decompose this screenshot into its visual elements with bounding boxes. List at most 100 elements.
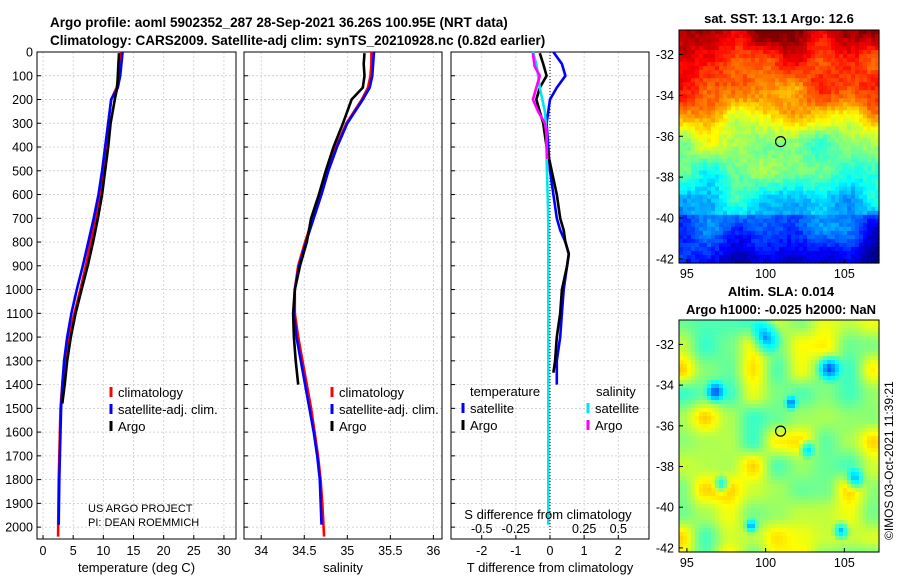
map-cell <box>871 102 876 107</box>
map-cell <box>779 372 784 377</box>
map-cell <box>875 372 880 377</box>
map-cell <box>755 62 760 67</box>
map-cell <box>843 190 848 196</box>
map-cell <box>735 340 740 345</box>
map-cell <box>851 74 856 79</box>
map-cell <box>739 142 744 148</box>
map-cell <box>699 126 704 132</box>
map-cell <box>723 134 728 140</box>
map-cell <box>851 340 856 345</box>
map-cell <box>771 464 776 469</box>
map-cell <box>703 250 708 256</box>
map-cell <box>759 110 764 115</box>
map-cell <box>703 368 708 373</box>
map-cell <box>815 118 820 123</box>
map-cell <box>771 436 776 441</box>
map-cell <box>799 150 804 156</box>
map-cell <box>751 158 756 164</box>
map-cell <box>739 416 744 421</box>
map-cell <box>807 102 812 107</box>
map-cell <box>799 206 804 212</box>
map-cell <box>739 328 744 333</box>
map-cell <box>691 130 696 136</box>
map-cell <box>699 408 704 413</box>
axes-frame <box>36 51 237 540</box>
map-cell <box>767 70 772 75</box>
map-cell <box>687 384 692 389</box>
map-cell <box>835 106 840 111</box>
map-cell <box>843 360 848 365</box>
map-cell <box>847 74 852 79</box>
map-cell <box>751 412 756 417</box>
map-cell <box>795 210 800 216</box>
map-cell <box>715 194 720 200</box>
map-cell <box>791 134 796 140</box>
map-cell <box>687 86 692 91</box>
map-cell <box>875 356 880 361</box>
map-cell <box>731 404 736 409</box>
map-cell <box>763 198 768 204</box>
map-cell <box>751 198 756 204</box>
map-cell <box>799 392 804 397</box>
map-cell <box>679 186 684 192</box>
map-cell <box>719 320 724 325</box>
map-cell <box>707 364 712 369</box>
map-cell <box>759 222 764 228</box>
map-cell <box>871 54 876 59</box>
map-cell <box>759 412 764 417</box>
map-cell <box>795 38 800 43</box>
map-cell <box>783 218 788 224</box>
map-cell <box>779 436 784 441</box>
map-cell <box>855 226 860 232</box>
x-tick-label: 25 <box>187 544 201 558</box>
map-cell <box>763 118 768 123</box>
map-cell <box>795 336 800 341</box>
map-cell <box>727 130 732 136</box>
map-cell <box>679 364 684 369</box>
map-cell <box>727 202 732 208</box>
map-cell <box>775 206 780 212</box>
map-cell <box>691 424 696 429</box>
map-cell <box>859 62 864 67</box>
map-cell <box>751 70 756 75</box>
map-cell <box>819 134 824 140</box>
map-cell <box>763 246 768 252</box>
map-cell <box>723 42 728 47</box>
map-cell <box>691 110 696 115</box>
map-cell <box>835 202 840 208</box>
map-cell <box>747 320 752 325</box>
map-cell <box>779 328 784 333</box>
map-cell <box>863 122 868 128</box>
map-cell <box>727 206 732 212</box>
map-cell <box>867 352 872 357</box>
map-cell <box>695 404 700 409</box>
map-cell <box>727 396 732 401</box>
map-cell <box>699 416 704 421</box>
map-cell <box>847 46 852 51</box>
map-cell <box>779 94 784 99</box>
map-cell <box>847 182 852 188</box>
map-cell <box>743 178 748 184</box>
map-cell <box>711 372 716 377</box>
map-cell <box>683 98 688 103</box>
map-cell <box>747 30 752 35</box>
map-cell <box>683 432 688 437</box>
map-cell <box>723 420 728 425</box>
map-cell <box>747 464 752 469</box>
map-cell <box>707 332 712 337</box>
map-cell <box>807 404 812 409</box>
map-cell <box>719 142 724 148</box>
map-cell <box>711 126 716 132</box>
map-cell <box>679 432 684 437</box>
map-cell <box>851 118 856 123</box>
map-cell <box>759 130 764 136</box>
map-cell <box>795 42 800 47</box>
map-cell <box>799 54 804 59</box>
map-cell <box>739 218 744 224</box>
map-cell <box>703 372 708 377</box>
map-cell <box>751 230 756 236</box>
map-cell <box>795 388 800 393</box>
map-cell <box>739 150 744 156</box>
map-cell <box>795 420 800 425</box>
map-cell <box>683 400 688 405</box>
